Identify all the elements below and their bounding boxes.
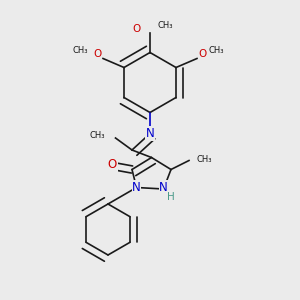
Text: N: N xyxy=(159,181,168,194)
Text: CH₃: CH₃ xyxy=(209,46,224,56)
Text: N: N xyxy=(146,127,154,140)
Text: O: O xyxy=(132,23,141,34)
Text: CH₃: CH₃ xyxy=(73,46,88,56)
Text: H: H xyxy=(167,191,175,202)
Text: O: O xyxy=(93,49,101,59)
Text: O: O xyxy=(199,49,207,59)
Text: CH₃: CH₃ xyxy=(158,21,173,30)
Text: N: N xyxy=(132,181,141,194)
Text: CH₃: CH₃ xyxy=(196,154,212,164)
Text: CH₃: CH₃ xyxy=(89,130,105,140)
Text: O: O xyxy=(108,158,117,172)
